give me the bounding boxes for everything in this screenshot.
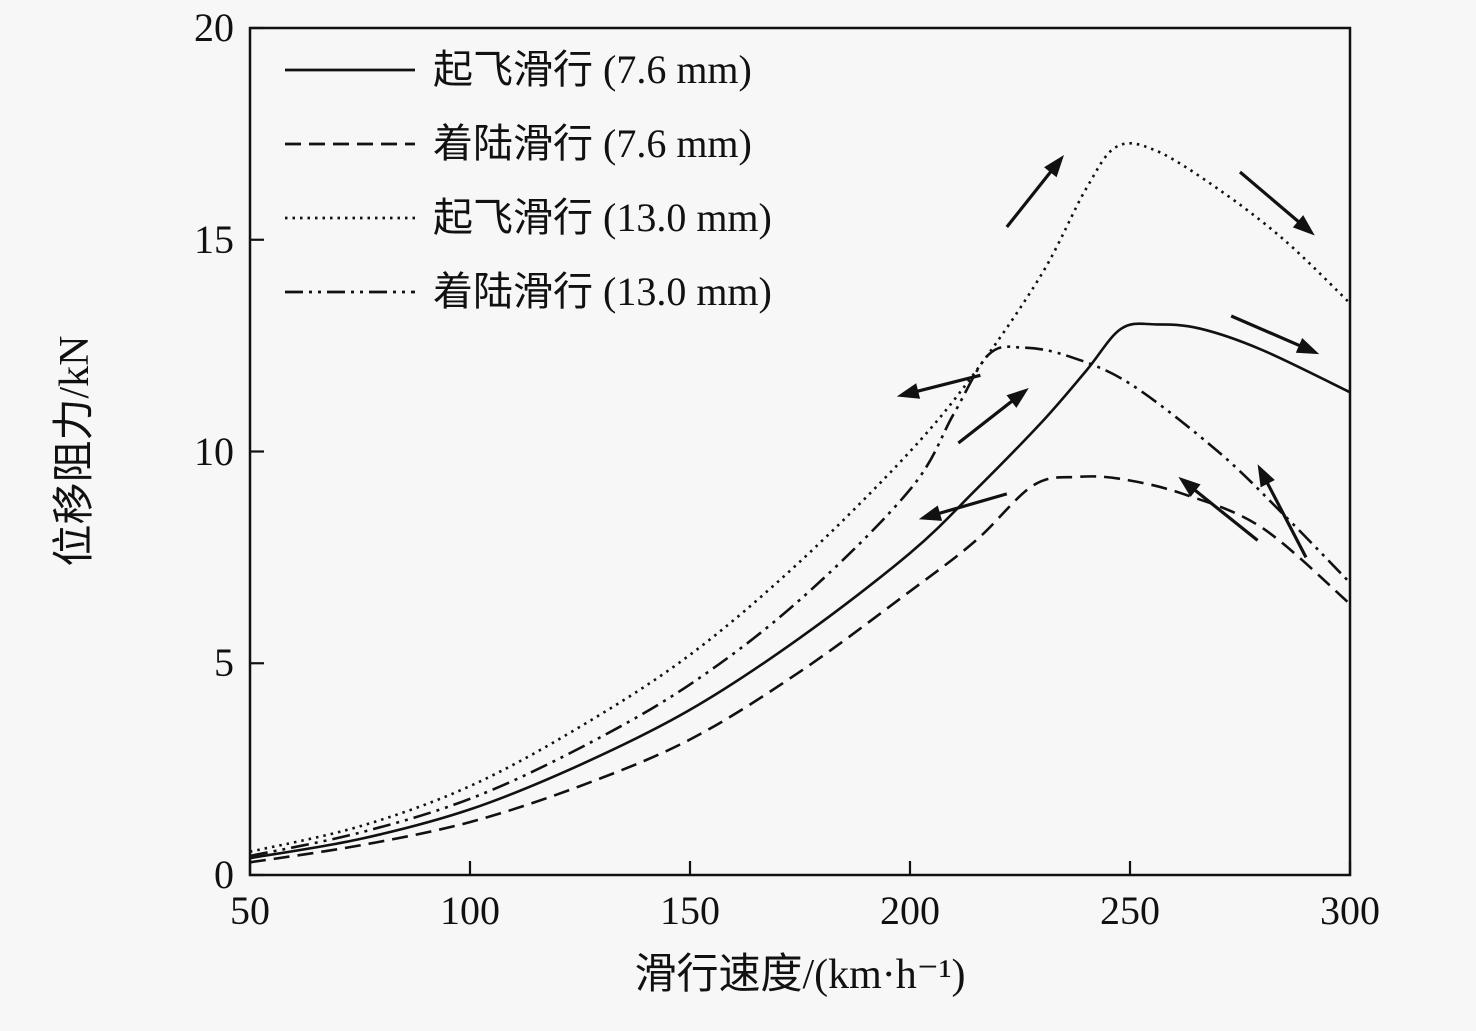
x-tick-label: 200 xyxy=(880,888,940,933)
direction-arrow-shaft xyxy=(1005,168,1055,229)
legend-item: 起飞滑行 (13.0 mm) xyxy=(285,188,772,248)
legend-line-dashdot xyxy=(285,290,415,294)
direction-arrow-head xyxy=(1295,338,1320,355)
series-line-dashed xyxy=(249,475,1351,864)
direction-arrow-head xyxy=(918,505,943,521)
direction-arrow-head xyxy=(1257,464,1275,488)
direction-arrow-head xyxy=(1292,215,1315,236)
direction-arrow-shaft xyxy=(935,492,1008,516)
x-tick-label: 250 xyxy=(1100,888,1160,933)
direction-arrow-head xyxy=(896,383,921,399)
direction-arrow-head xyxy=(1044,155,1064,178)
direction-arrow-shaft xyxy=(1264,479,1308,559)
legend-label: 起飞滑行 (13.0 mm) xyxy=(433,195,772,240)
y-tick-label: 5 xyxy=(214,640,234,686)
direction-arrow-shaft xyxy=(1191,486,1259,542)
y-tick-label: 0 xyxy=(214,852,234,897)
legend-item: 起飞滑行 (7.6 mm) xyxy=(285,40,772,100)
y-tick-label: 15 xyxy=(194,216,234,262)
x-tick-label: 50 xyxy=(230,888,270,933)
x-axis-title: 滑行速度/(km·h⁻¹) xyxy=(634,952,966,998)
direction-arrow-shaft xyxy=(1238,170,1303,226)
x-tick-label: 150 xyxy=(660,888,720,933)
y-axis-title: 位移阻力/kN xyxy=(51,335,98,567)
series-line-dotted xyxy=(249,141,1351,853)
legend-item: 着陆滑行 (7.6 mm) xyxy=(285,114,772,174)
y-tick-label: 20 xyxy=(194,5,234,50)
y-tick-label: 10 xyxy=(194,428,234,474)
legend-line-dotted xyxy=(285,216,415,220)
legend-item: 着陆滑行 (13.0 mm) xyxy=(285,262,772,322)
legend: 起飞滑行 (7.6 mm) 着陆滑行 (7.6 mm) 起飞滑行 (13.0 mm)… xyxy=(285,40,772,322)
direction-arrow-shaft xyxy=(1230,314,1304,349)
direction-arrow-shaft xyxy=(913,373,981,394)
x-tick-label: 100 xyxy=(440,888,500,933)
x-tick-label: 300 xyxy=(1320,888,1380,933)
direction-arrow-head xyxy=(1178,476,1201,497)
legend-label: 起飞滑行 (7.6 mm) xyxy=(433,47,752,92)
legend-label: 着陆滑行 (7.6 mm) xyxy=(433,121,752,166)
direction-arrow-head xyxy=(1006,387,1029,408)
series-line-dashdot xyxy=(249,345,1351,858)
series-line-solid xyxy=(249,322,1351,860)
legend-line-dashed xyxy=(285,142,415,146)
legend-label: 着陆滑行 (13.0 mm) xyxy=(433,269,772,314)
legend-line-solid xyxy=(285,68,415,72)
direction-arrow-shaft xyxy=(957,397,1016,445)
